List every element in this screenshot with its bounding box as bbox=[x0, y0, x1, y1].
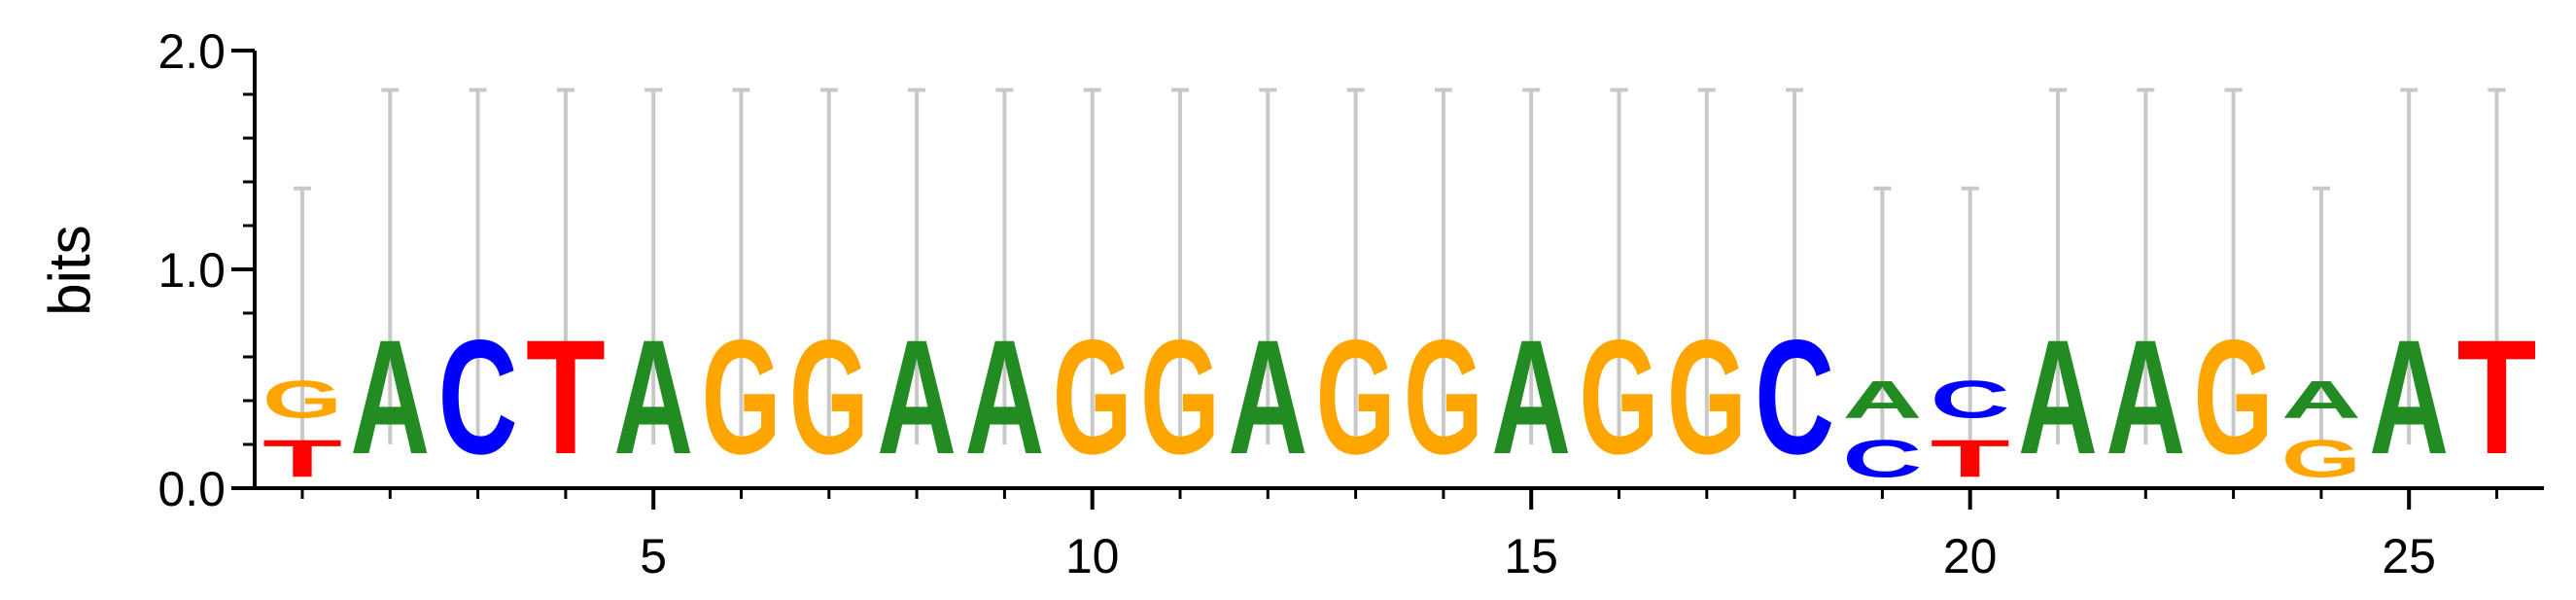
x-tick-label: 20 bbox=[1943, 529, 1998, 583]
error-bar bbox=[1610, 88, 1628, 444]
logo-letter-C: C bbox=[1931, 370, 2010, 429]
error-bar bbox=[2400, 88, 2419, 444]
error-bar bbox=[1786, 88, 1804, 444]
error-bar bbox=[644, 88, 663, 444]
error-bar bbox=[1434, 88, 1452, 444]
logo-letter-A: A bbox=[1842, 370, 1922, 429]
y-axis-label: bits bbox=[37, 225, 102, 315]
error-bar bbox=[556, 88, 574, 444]
logo-letter-G: G bbox=[2194, 305, 2274, 488]
error-bar bbox=[1346, 88, 1365, 444]
logo-letter-T: T bbox=[2457, 307, 2537, 488]
logo-letter-C: C bbox=[438, 306, 518, 488]
logo-letter-A: A bbox=[350, 306, 430, 488]
logo-letter-G: G bbox=[1667, 305, 1747, 488]
y-tick-label: 0.0 bbox=[157, 462, 226, 516]
logo-letter-A: A bbox=[2369, 306, 2449, 488]
error-bar bbox=[294, 186, 311, 444]
error-bars bbox=[294, 88, 2506, 444]
logo-letter-G: G bbox=[789, 305, 869, 488]
logo-letter-G: G bbox=[1316, 305, 1396, 488]
error-bar bbox=[2049, 88, 2067, 444]
logo-letter-C: C bbox=[1755, 306, 1834, 488]
logo-letter-C: C bbox=[1842, 429, 1922, 488]
error-bar bbox=[1522, 88, 1541, 444]
logo-letter-G: G bbox=[262, 370, 342, 429]
error-bar bbox=[381, 88, 400, 444]
error-bar bbox=[1697, 88, 1716, 444]
x-tick-label: 15 bbox=[1504, 529, 1558, 583]
logo-letter-A: A bbox=[2281, 370, 2361, 429]
y-tick-label: 2.0 bbox=[157, 24, 226, 79]
error-bar bbox=[819, 88, 838, 444]
error-bar bbox=[1083, 88, 1101, 444]
logo-letter-A: A bbox=[1491, 306, 1571, 488]
logo-letter-G: G bbox=[1053, 305, 1132, 488]
logo-letter-A: A bbox=[2018, 306, 2098, 488]
error-bar bbox=[1873, 186, 1892, 444]
logo-letter-A: A bbox=[613, 306, 693, 488]
error-bar bbox=[995, 88, 1014, 444]
x-tick-label: 5 bbox=[640, 529, 667, 583]
logo-letter-G: G bbox=[1580, 305, 1659, 488]
axes: 0.0 1.0 2.0 5 10 15 20 25 bbox=[157, 24, 2544, 583]
error-bar bbox=[732, 88, 750, 444]
logo-letter-A: A bbox=[2106, 306, 2185, 488]
error-bar bbox=[1961, 186, 1979, 444]
error-bar bbox=[2224, 88, 2243, 444]
logo-letter-A: A bbox=[964, 306, 1044, 488]
error-bar bbox=[1259, 88, 1277, 444]
error-bar bbox=[908, 88, 926, 444]
error-bar bbox=[2312, 186, 2330, 444]
logo-letter-G: G bbox=[1140, 305, 1220, 488]
logo-letter-T: T bbox=[1931, 429, 2010, 488]
logo-letter-A: A bbox=[1228, 306, 1307, 488]
error-bar bbox=[1171, 88, 1189, 444]
error-bar bbox=[2137, 88, 2155, 444]
logo-letter-G: G bbox=[1404, 305, 1483, 488]
logo-letter-A: A bbox=[877, 306, 957, 488]
logo-letter-T: T bbox=[526, 307, 606, 488]
logo-letter-T: T bbox=[262, 429, 342, 488]
logo-letter-G: G bbox=[2281, 429, 2361, 488]
x-tick-label: 10 bbox=[1065, 529, 1120, 583]
y-tick-label: 1.0 bbox=[157, 243, 226, 298]
error-bar bbox=[469, 88, 487, 444]
x-tick-label: 25 bbox=[2382, 529, 2436, 583]
logo-letter-G: G bbox=[702, 305, 782, 488]
error-bar bbox=[2488, 88, 2506, 444]
